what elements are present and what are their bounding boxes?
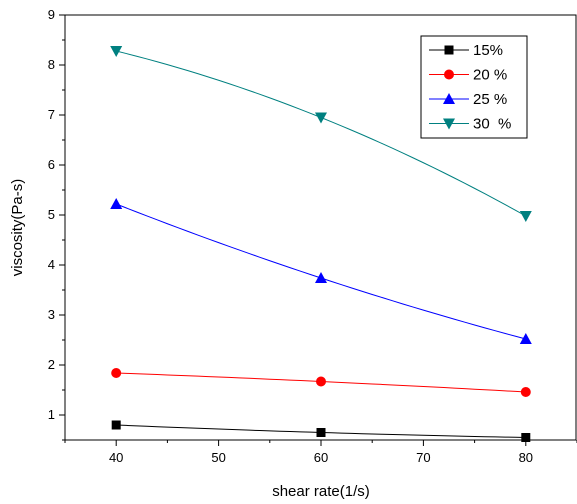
data-point: [519, 333, 532, 344]
series-3: [110, 198, 532, 344]
legend-label: 20 %: [473, 67, 507, 84]
data-point: [519, 211, 532, 222]
legend-label: 25 %: [473, 91, 507, 108]
y-tick-label: 9: [48, 7, 55, 22]
y-tick-label: 1: [48, 407, 55, 422]
legend-item: 25 %: [429, 91, 507, 108]
data-point: [111, 420, 121, 430]
data-point: [110, 198, 123, 209]
data-point: [315, 272, 327, 283]
y-tick-label: 7: [48, 107, 55, 122]
y-tick-label: 6: [48, 157, 55, 172]
legend-marker: [444, 45, 454, 55]
data-point: [110, 46, 123, 57]
data-point: [521, 433, 531, 442]
legend-item: 30 %: [429, 116, 511, 133]
data-point: [315, 112, 327, 124]
legend-marker: [443, 118, 455, 130]
x-tick-label: 70: [416, 450, 430, 465]
series-4: [110, 46, 532, 222]
y-tick-label: 3: [48, 307, 55, 322]
legend-item: 15%: [429, 42, 503, 59]
legend-marker: [444, 69, 454, 80]
x-tick-label: 60: [314, 450, 328, 465]
y-tick-label: 8: [48, 57, 55, 72]
legend-item: 20 %: [429, 67, 507, 84]
y-tick-label: 5: [48, 207, 55, 222]
x-axis-ticks: 40 50 60 70 80: [64, 440, 577, 465]
x-tick-label: 50: [211, 450, 225, 465]
legend: 15% 20 % 25 % 30 %: [420, 35, 528, 139]
legend-label: 30 %: [473, 116, 511, 133]
y-tick-label: 4: [48, 257, 55, 272]
y-axis-label: viscosity(Pa-s): [9, 179, 26, 277]
x-axis-label: shear rate(1/s): [272, 483, 370, 500]
y-axis-ticks: 1 2 3 4 5 6 7 8 9: [48, 7, 65, 441]
series-line: [116, 203, 526, 340]
data-point: [316, 428, 326, 437]
data-point: [520, 387, 531, 397]
legend-label: 15%: [473, 42, 503, 59]
x-tick-label: 80: [519, 450, 533, 465]
data-point: [316, 376, 326, 387]
y-tick-label: 2: [48, 357, 55, 372]
data-point: [111, 368, 122, 378]
series-2: [111, 368, 531, 397]
legend-marker: [443, 93, 455, 104]
x-tick-label: 40: [109, 450, 123, 465]
series-1: [111, 420, 531, 442]
plot-series-group: [110, 46, 532, 442]
legend-box: [420, 35, 528, 139]
